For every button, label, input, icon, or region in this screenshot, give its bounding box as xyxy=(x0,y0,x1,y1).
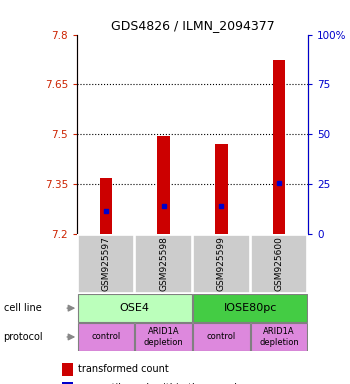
Bar xyxy=(135,323,192,351)
Bar xyxy=(78,323,134,351)
Text: GSM925597: GSM925597 xyxy=(102,237,110,291)
Text: percentile rank within the sample: percentile rank within the sample xyxy=(78,383,243,384)
Bar xyxy=(135,235,192,293)
Text: GSM925599: GSM925599 xyxy=(217,237,226,291)
Bar xyxy=(62,363,73,376)
Bar xyxy=(157,136,170,234)
Text: GSM925598: GSM925598 xyxy=(159,237,168,291)
Bar xyxy=(193,323,250,351)
Bar xyxy=(99,178,112,234)
Text: IOSE80pc: IOSE80pc xyxy=(224,303,277,313)
Text: ARID1A
depletion: ARID1A depletion xyxy=(259,327,299,347)
Bar xyxy=(251,235,307,293)
Bar xyxy=(62,382,73,384)
Bar xyxy=(273,60,286,234)
Text: protocol: protocol xyxy=(4,332,43,342)
Bar xyxy=(78,235,134,293)
Bar xyxy=(193,294,307,322)
Text: ARID1A
depletion: ARID1A depletion xyxy=(144,327,183,347)
Text: control: control xyxy=(207,333,236,341)
Bar xyxy=(78,294,192,322)
Text: control: control xyxy=(91,333,120,341)
Text: OSE4: OSE4 xyxy=(120,303,150,313)
Text: transformed count: transformed count xyxy=(78,364,169,374)
Text: cell line: cell line xyxy=(4,303,41,313)
Bar xyxy=(251,323,307,351)
Text: GSM925600: GSM925600 xyxy=(275,237,284,291)
Title: GDS4826 / ILMN_2094377: GDS4826 / ILMN_2094377 xyxy=(111,19,274,32)
Bar xyxy=(215,144,228,234)
Bar xyxy=(193,235,250,293)
